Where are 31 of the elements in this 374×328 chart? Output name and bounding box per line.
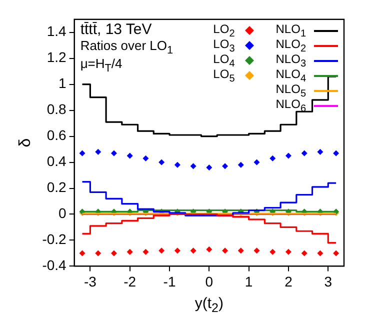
legend-label: NLO$_{3}$ <box>276 52 306 70</box>
legend-label: LO$_{4}$ <box>213 52 235 70</box>
y-tick-label: 0.8 <box>46 101 67 118</box>
legend-label: LO$_{3}$ <box>213 36 235 54</box>
annotation: μ=H$_{T}$/4 <box>80 56 124 76</box>
x-tick-label: 0 <box>205 273 214 290</box>
x-tick-label: -3 <box>84 273 97 290</box>
legend-label: LO$_{2}$ <box>213 22 235 40</box>
x-axis-title: y(t$_{2}$) <box>194 295 224 316</box>
y-tick-label: 0.6 <box>46 127 67 144</box>
legend-label: LO$_{5}$ <box>213 66 235 84</box>
legend-label: NLO$_{2}$ <box>276 36 306 54</box>
y-tick-label: 0.2 <box>46 179 67 196</box>
annotation: Ratios over LO$_{1}$ <box>80 38 174 58</box>
chart-title: tt̄tt̄, 13 TeV <box>80 21 153 39</box>
x-tick-label: 3 <box>324 273 332 290</box>
y-axis-title: δ <box>17 138 34 148</box>
y-tick-label: 0.4 <box>46 153 67 170</box>
y-tick-label: -0.2 <box>42 231 67 248</box>
legend-label: NLO$_{5}$ <box>276 82 306 100</box>
y-tick-label: 1 <box>58 75 67 92</box>
y-tick-label: -0.4 <box>42 257 67 274</box>
y-tick-label: 0 <box>58 205 67 222</box>
x-tick-label: -2 <box>124 273 136 290</box>
x-tick-label: 1 <box>244 273 253 290</box>
x-tick-label: -1 <box>163 273 176 290</box>
y-tick-label: 1.4 <box>46 23 67 40</box>
legend-label: NLO$_{4}$ <box>276 66 306 84</box>
legend-label: NLO$_{1}$ <box>276 22 306 40</box>
x-tick-label: 2 <box>284 273 293 290</box>
y-tick-label: 1.2 <box>46 49 67 66</box>
